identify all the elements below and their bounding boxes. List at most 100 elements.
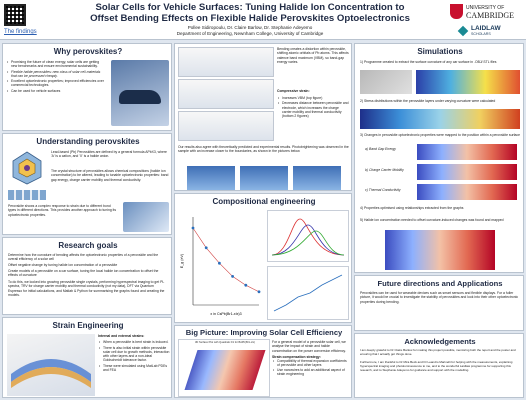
understanding-title: Understanding perovskites: [36, 137, 140, 146]
big-picture-panel: Big Picture: Improving Solar Cell Effici…: [174, 325, 352, 398]
strain-text: Internal and external strains: When a pe…: [98, 334, 170, 372]
big-picture-text: For a general model of a perovskite sola…: [272, 340, 350, 376]
why-list: Promising the future of clean energy, so…: [6, 60, 106, 93]
department: Department of Engineering, Newnham Colle…: [176, 31, 324, 36]
conductivity-map: [417, 184, 517, 200]
ack-p1: I am deeply grateful to Dr Claire Barlow…: [360, 348, 516, 356]
bandgap-point: [218, 261, 221, 265]
future-p1: Perovskites can be used for wearable dev…: [360, 291, 519, 304]
car-silhouette-icon: [119, 90, 161, 104]
header-qr-code: [4, 4, 26, 26]
strain-response-image: [123, 202, 169, 232]
research-p3: Create models of a perovskite on a car s…: [8, 269, 159, 278]
sim-step1: 1) Programme created to extract the surf…: [360, 60, 497, 64]
trend-line-icon: [273, 274, 343, 312]
vbm-graph: [178, 47, 274, 77]
solar-car-image: [111, 60, 169, 126]
why-item: Promising the future of clean energy, so…: [6, 60, 106, 69]
bending-p1: Bending creates a distortion within pero…: [277, 47, 349, 64]
findings-link[interactable]: The findings: [4, 29, 37, 35]
understanding-p1: Lead-based (Pb) Perovskites are defined …: [51, 150, 167, 159]
sim-step5: 5) Halide ion concentration needed to of…: [360, 218, 504, 222]
laidlaw-text: LAIDLAW: [471, 25, 501, 32]
research-goals-title: Research goals: [58, 241, 118, 250]
understanding-p3: Perovskite shows a complex response to s…: [8, 204, 117, 217]
spectra-graph: [267, 210, 349, 262]
car-mesh-image-1: [360, 70, 412, 94]
bending-graphs: [178, 47, 274, 142]
sim-step3a: a) Band Gap Energy: [365, 147, 396, 151]
big-picture-p1: For a general model of a perovskite sola…: [272, 340, 346, 353]
why-perovskites-title: Why perovskites?: [53, 47, 123, 56]
pl-image-1: [187, 166, 235, 190]
strain-sub: Internal and external strains:: [98, 334, 145, 338]
strain-item: These were simulated using MatLab PDEs a…: [98, 364, 170, 373]
strain-simulation-image: [7, 334, 95, 396]
sim-step4: 4) Properties optimised using relationsh…: [360, 206, 464, 210]
bandgap-map: [417, 144, 517, 160]
ack-p2: Furthermore, I am thankful to Dr Mira Be…: [360, 360, 513, 372]
surface-plot-title: 3D Surface Plot with Quadratic Fit for B…: [194, 341, 256, 344]
bent-layer-icon: [11, 359, 91, 388]
bandgap-fit-line: [192, 227, 260, 293]
strain-engineering-title: Strain Engineering: [52, 321, 124, 330]
header: The findings Solar Cells for Vehicle Sur…: [0, 0, 526, 40]
bandgap-ylabel: E_g (eV): [180, 254, 184, 268]
understanding-p2: The crystal structure of perovskites all…: [51, 169, 169, 182]
strain-item: When a perovskite is bent strain is indu…: [98, 340, 170, 345]
big-picture-title: Big Picture: Improving Solar Cell Effici…: [185, 328, 343, 337]
research-p4: To do this, we looked into growing perov…: [8, 280, 165, 297]
surface-plot-mesh: [184, 350, 266, 390]
sim-step3c: c) Thermal Conductivity: [365, 188, 401, 192]
research-p1: Determine how the curvature of bending a…: [8, 253, 159, 262]
big-picture-sub: Strain compensation strategy:: [272, 354, 321, 359]
perovskite-structure-image: [8, 149, 46, 187]
future-panel: Future directions and Applications Perov…: [354, 275, 524, 331]
big-picture-item: Use nanowires to add an additional aspec…: [272, 368, 350, 377]
bandgap-point: [231, 275, 234, 278]
strain-engineering-panel: Strain Engineering Internal and external…: [2, 317, 172, 398]
poster-title-line2: Offset Bending Effects on Flexible Halid…: [90, 13, 410, 24]
why-item: Excellent optoelectronic properties; imp…: [6, 79, 106, 88]
car-mesh-images: [360, 70, 520, 94]
why-perovskites-panel: Why perovskites? Promising the future of…: [2, 43, 172, 131]
why-item: Flexible halide perovskites: new class o…: [6, 70, 106, 79]
understanding-panel: Understanding perovskites Lead-based (Pb…: [2, 133, 172, 235]
octahedra-image: [8, 190, 46, 200]
laidlaw-subtext: SCHOLARS: [471, 32, 491, 36]
bandgap-point: [244, 283, 248, 287]
laidlaw-logo: LAIDLAW SCHOLARS: [457, 24, 522, 38]
bending-panel: Bending creates a distortion within pero…: [174, 43, 352, 191]
perovskite-crystal-icon: [12, 151, 42, 185]
research-goals-panel: Research goals Determine how the curvatu…: [2, 237, 172, 315]
mobility-map: [417, 164, 517, 180]
simulations-title: Simulations: [417, 47, 463, 56]
car-curvature-image: [416, 70, 520, 94]
bandgap-point: [204, 246, 208, 250]
halide-concentration-map: [385, 230, 495, 270]
cambridge-logo: UNIVERSITY OF CAMBRIDGE: [450, 3, 522, 21]
bending-item: Increases VBM (top figure): [277, 96, 349, 101]
bandgap-point: [191, 226, 195, 230]
sim-step3: 3) Changes in perovskite optoelectronic …: [360, 133, 521, 137]
acknowledgements-title: Acknowledgements: [404, 337, 476, 346]
future-title: Future directions and Applications: [377, 279, 503, 288]
strain-item: There is also initial strain within pero…: [98, 346, 170, 363]
bending-p2: Our results also agree with theoreticall…: [178, 145, 349, 154]
compositional-title: Compositional engineering: [212, 197, 316, 206]
cambridge-line2: CAMBRIDGE: [466, 11, 515, 20]
bending-sub: Compressive strain:: [277, 89, 310, 93]
research-p2: Offset negative change by tuning halide …: [8, 263, 118, 267]
stress-distribution-image: [360, 109, 520, 129]
compositional-panel: Compositional engineering E_g (eV) x in …: [174, 193, 352, 323]
big-picture-item: Compatibility of thermal expansion coeff…: [272, 359, 350, 368]
sim-step3b: b) Charge Carrier Mobility: [365, 168, 404, 172]
acknowledgements-panel: Acknowledgements I am deeply grateful to…: [354, 333, 524, 398]
surface-plot: 3D Surface Plot with Quadratic Fit for B…: [178, 339, 270, 397]
authors: Pollee Sidiropoulu, Dr. Claire Barlow, D…: [187, 25, 313, 30]
simulations-panel: Simulations 1) Programme created to extr…: [354, 43, 524, 273]
photobrightening-images: [187, 166, 341, 190]
spectra-curves-icon: [271, 218, 345, 256]
conductivity-graph: [178, 111, 274, 141]
bandgap-chart: E_g (eV) x in CsPb(Br1-xIx)3: [179, 209, 263, 321]
